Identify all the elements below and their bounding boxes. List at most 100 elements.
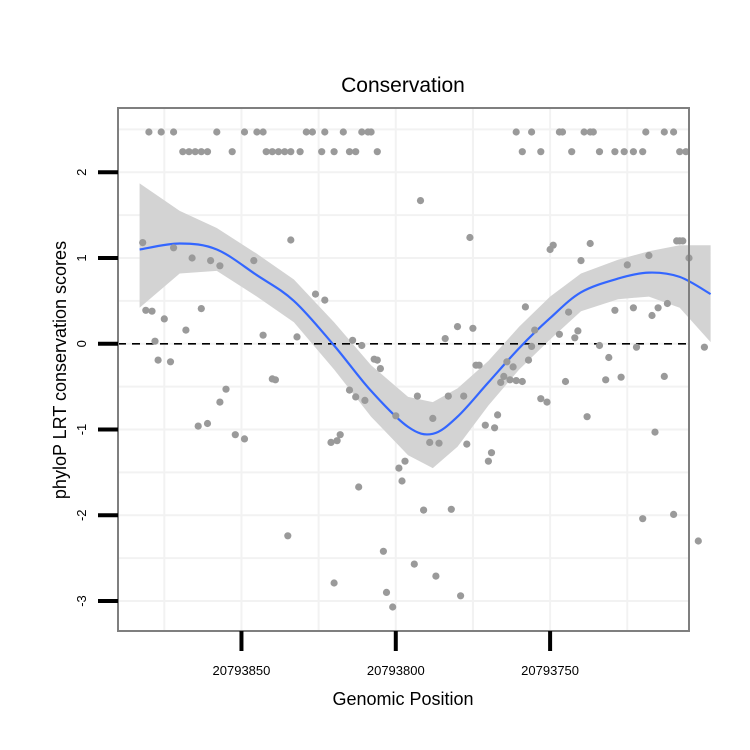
data-point: [568, 148, 576, 156]
data-point: [694, 537, 702, 545]
data-point: [460, 392, 468, 400]
data-point: [620, 148, 628, 156]
data-point: [330, 148, 338, 156]
data-point: [583, 413, 591, 421]
smooth-line-group: [139, 242, 712, 436]
data-point: [410, 560, 418, 568]
y-tick-label: -2: [74, 509, 89, 521]
data-point: [457, 592, 465, 600]
data-point: [321, 128, 329, 136]
x-tick-label: 20793850: [213, 663, 271, 678]
data-point: [435, 439, 443, 447]
data-point: [506, 376, 514, 384]
data-point: [543, 398, 551, 406]
data-point: [268, 148, 276, 156]
y-tick-label: -1: [74, 424, 89, 436]
data-point: [293, 333, 301, 341]
data-point: [469, 324, 477, 332]
data-point: [654, 304, 662, 312]
data-point: [426, 438, 434, 446]
data-point: [228, 148, 236, 156]
data-point: [648, 311, 656, 320]
data-point: [481, 421, 489, 429]
data-point: [367, 128, 375, 136]
data-point: [561, 377, 570, 386]
data-point: [166, 358, 175, 366]
confidence-ribbon: [139, 183, 711, 469]
y-tick-label: -3: [74, 595, 89, 607]
data-point: [302, 128, 310, 136]
y-axis: 2 1 0 -1 -2 -3: [74, 169, 118, 607]
data-point: [617, 373, 625, 381]
data-point: [447, 505, 455, 513]
data-point: [376, 365, 384, 373]
data-point: [333, 437, 341, 445]
data-point: [537, 148, 545, 156]
data-point: [602, 376, 610, 384]
data-point: [222, 385, 230, 393]
data-point: [401, 457, 409, 465]
data-point: [349, 336, 357, 344]
data-point: [361, 396, 369, 404]
data-point: [645, 251, 653, 260]
data-point: [574, 327, 582, 335]
data-point: [444, 392, 452, 400]
data-point: [595, 341, 604, 350]
y-tick-label: 2: [74, 169, 89, 176]
data-point: [358, 341, 366, 350]
data-point: [216, 398, 224, 406]
data-point: [682, 148, 690, 156]
data-point: [296, 148, 304, 156]
data-point: [651, 428, 659, 436]
data-point: [259, 331, 267, 339]
data-point: [262, 148, 270, 156]
data-point: [503, 358, 511, 366]
data-point: [389, 603, 397, 611]
data-point: [308, 128, 316, 136]
data-point: [512, 128, 520, 136]
data-point: [611, 306, 619, 314]
x-axis-title: Genomic Position: [332, 689, 473, 709]
data-point: [420, 506, 428, 514]
data-point: [565, 308, 573, 316]
data-point: [463, 440, 471, 448]
data-point: [632, 343, 641, 351]
data-point: [352, 148, 360, 156]
data-point: [284, 532, 292, 540]
data-point: [453, 323, 462, 331]
data-point: [605, 353, 613, 362]
data-point: [509, 363, 517, 371]
data-point: [518, 148, 526, 156]
data-point: [179, 148, 187, 156]
data-point: [185, 148, 193, 156]
data-point: [203, 148, 212, 156]
data-point: [555, 330, 564, 338]
data-point: [521, 303, 530, 311]
data-point: [629, 148, 638, 156]
y-tick-label: 1: [74, 254, 89, 261]
data-point: [475, 361, 483, 369]
data-point: [484, 457, 492, 465]
data-point: [679, 237, 687, 245]
data-point: [154, 356, 162, 364]
data-point: [512, 377, 520, 385]
data-point: [336, 431, 344, 439]
data-point: [577, 257, 585, 265]
data-point: [571, 334, 579, 342]
data-point: [281, 148, 289, 156]
x-tick-label: 20793800: [367, 663, 425, 678]
data-point: [250, 257, 258, 265]
data-point: [318, 148, 326, 156]
data-point: [395, 464, 403, 472]
data-point: [432, 572, 440, 580]
data-point: [398, 477, 406, 485]
data-point: [379, 547, 387, 555]
data-point: [203, 419, 212, 428]
data-point: [253, 128, 261, 136]
data-point: [259, 128, 267, 136]
data-point: [524, 356, 533, 364]
x-tick-label: 20793750: [521, 663, 579, 678]
data-point: [700, 343, 709, 351]
